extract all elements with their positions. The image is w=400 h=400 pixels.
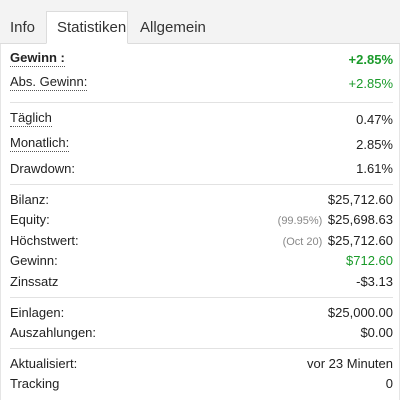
tab-info[interactable]: Info [10, 19, 36, 36]
monatlich-label[interactable]: Monatlich: [10, 135, 70, 152]
einlagen-label: Einlagen: [10, 305, 65, 320]
row-monatlich: Monatlich: 2.85% [10, 135, 393, 155]
row-bilanz: Bilanz: $25,712.60 [10, 190, 393, 210]
row-drawdown: Drawdown: 1.61% [10, 159, 393, 179]
auszahlungen-value: $0.00 [360, 325, 393, 340]
bilanz-label: Bilanz: [10, 192, 50, 207]
tab-allgemein[interactable]: Allgemein [140, 19, 206, 36]
abs-gewinn-value: +2.85% [348, 76, 393, 91]
auszahlungen-label: Auszahlungen: [10, 325, 97, 340]
taeglich-value: 0.47% [356, 112, 393, 127]
hoechstwert-label: Höchstwert: [10, 233, 79, 248]
tab-statistiken[interactable]: Statistiken [46, 11, 128, 44]
row-abs-gewinn: Abs. Gewinn: +2.85% [10, 74, 393, 94]
row-tracking: Tracking 0 [10, 374, 393, 394]
hoechstwert-value-group: (Oct 20) $25,712.60 [283, 231, 393, 252]
row-hoechstwert: Höchstwert: (Oct 20) $25,712.60 [10, 231, 393, 251]
equity-value: $25,698.63 [327, 212, 393, 227]
equity-label: Equity: [10, 212, 50, 227]
statistics-panel: Gewinn : +2.85% Abs. Gewinn: +2.85% Tägl… [0, 44, 400, 400]
equity-percent-note: (99.95%) [277, 215, 323, 227]
gewinn-amount-value: $712.60 [346, 253, 393, 268]
monatlich-value: 2.85% [356, 137, 393, 152]
divider [10, 102, 393, 103]
aktualisiert-label: Aktualisiert: [10, 356, 78, 371]
equity-value-group: (99.95%) $25,698.63 [278, 210, 393, 231]
row-gewinn-amount: Gewinn: $712.60 [10, 251, 393, 271]
abs-gewinn-label[interactable]: Abs. Gewinn: [10, 74, 88, 91]
row-taeglich: Täglich 0.47% [10, 110, 393, 130]
aktualisiert-value: vor 23 Minuten [307, 356, 393, 371]
bilanz-value: $25,712.60 [327, 192, 393, 207]
gewinn-percent-label[interactable]: Gewinn : [10, 50, 65, 67]
gewinn-percent-value: +2.85% [348, 52, 393, 67]
einlagen-value: $25,000.00 [327, 305, 393, 320]
row-aktualisiert: Aktualisiert: vor 23 Minuten [10, 354, 393, 374]
row-einlagen: Einlagen: $25,000.00 [10, 303, 393, 323]
zinssatz-label: Zinssatz [10, 274, 59, 289]
divider [10, 297, 393, 298]
tracking-label: Tracking [10, 376, 60, 391]
hoechstwert-value: $25,712.60 [327, 233, 393, 248]
tracking-value: 0 [385, 376, 393, 391]
drawdown-value: 1.61% [356, 161, 393, 176]
row-zinssatz: Zinssatz -$3.13 [10, 272, 393, 292]
gewinn-amount-label: Gewinn: [10, 253, 58, 268]
row-auszahlungen: Auszahlungen: $0.00 [10, 323, 393, 343]
row-equity: Equity: (99.95%) $25,698.63 [10, 210, 393, 230]
zinssatz-value: -$3.13 [356, 274, 393, 289]
tab-bar: Info Statistiken Allgemein [0, 0, 400, 44]
hoechstwert-date-note: (Oct 20) [282, 236, 323, 248]
drawdown-label: Drawdown: [10, 161, 76, 176]
row-gewinn-percent: Gewinn : +2.85% [10, 50, 393, 70]
divider [10, 184, 393, 185]
divider [10, 348, 393, 349]
taeglich-label[interactable]: Täglich [10, 110, 52, 127]
